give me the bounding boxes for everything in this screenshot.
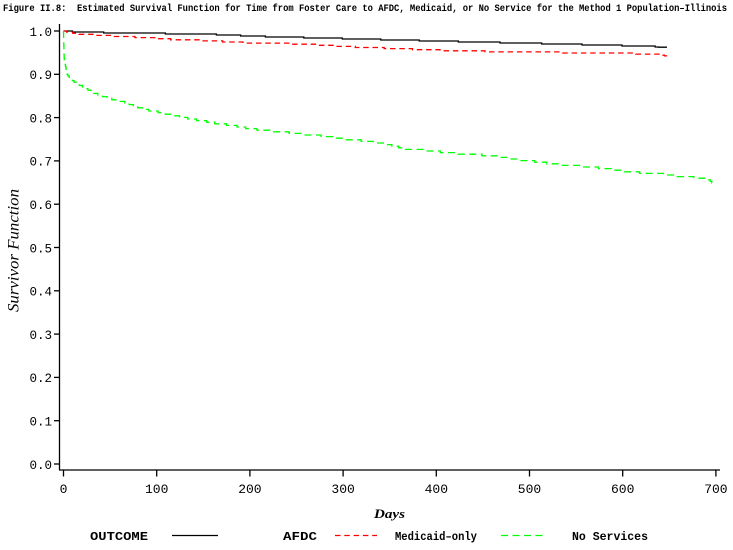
- svg-text:400: 400: [425, 482, 448, 497]
- svg-text:700: 700: [704, 482, 727, 497]
- svg-text:0.9: 0.9: [29, 69, 52, 83]
- svg-text:0.0: 0.0: [29, 459, 52, 473]
- svg-text:AFDC: AFDC: [283, 530, 317, 544]
- svg-text:0.2: 0.2: [29, 372, 52, 386]
- svg-text:OUTCOME: OUTCOME: [90, 530, 148, 544]
- svg-text:Medicaid–only: Medicaid–only: [395, 530, 477, 544]
- svg-text:100: 100: [145, 482, 168, 497]
- svg-text:0.8: 0.8: [29, 112, 52, 126]
- svg-text:0.7: 0.7: [29, 156, 52, 170]
- svg-text:600: 600: [611, 482, 634, 497]
- svg-text:500: 500: [518, 482, 541, 497]
- svg-text:No Services: No Services: [572, 530, 648, 544]
- svg-text:0: 0: [60, 482, 68, 497]
- svg-text:Figure II.8: Estimated Surviv: Figure II.8: Estimated Survival Function…: [3, 3, 727, 15]
- svg-text:0.1: 0.1: [29, 416, 52, 430]
- svg-text:300: 300: [331, 482, 354, 497]
- svg-text:0.4: 0.4: [29, 286, 52, 300]
- svg-text:200: 200: [238, 482, 261, 497]
- svg-text:Survivor Function: Survivor Function: [6, 189, 23, 312]
- svg-text:1.0: 1.0: [29, 26, 52, 40]
- svg-text:0.3: 0.3: [29, 329, 52, 343]
- svg-text:Days: Days: [373, 506, 405, 521]
- svg-text:0.5: 0.5: [29, 242, 52, 256]
- svg-text:0.6: 0.6: [29, 199, 52, 213]
